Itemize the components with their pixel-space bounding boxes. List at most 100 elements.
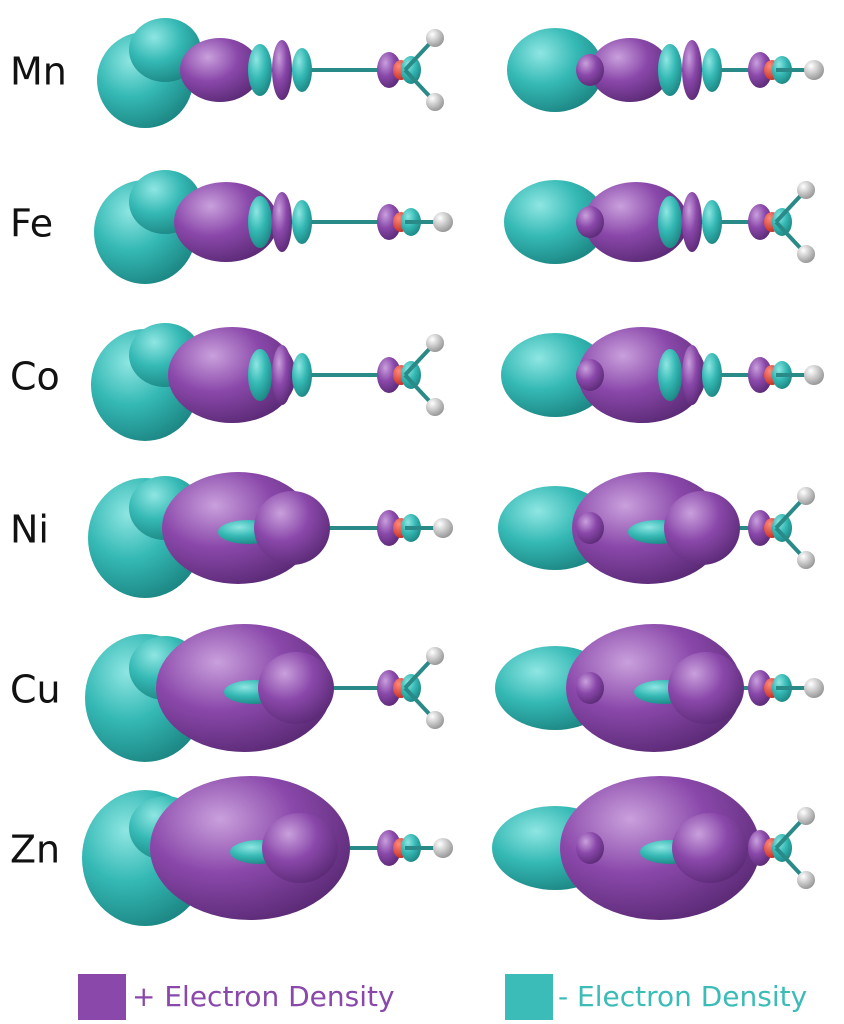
pos-lobe	[584, 182, 688, 262]
bond	[403, 68, 435, 102]
pos-lobe	[672, 813, 748, 883]
neg-lobe	[248, 44, 272, 96]
atom-h	[426, 398, 444, 416]
pos-lobe	[272, 192, 292, 252]
pos-lobe	[377, 357, 401, 393]
bond	[403, 38, 435, 72]
molecule	[88, 472, 453, 598]
atom-h	[797, 871, 815, 889]
pos-lobe	[576, 206, 604, 238]
molecule	[97, 18, 444, 128]
neg-lobe	[507, 28, 603, 112]
row-label: Ni	[10, 508, 49, 552]
molecule	[495, 624, 824, 752]
row-label: Zn	[10, 828, 60, 872]
pos-lobe	[174, 182, 278, 262]
molecule	[507, 28, 824, 112]
pos-lobe	[748, 357, 772, 393]
neg-lobe	[772, 834, 792, 862]
bond	[403, 343, 435, 377]
atom-h	[426, 29, 444, 47]
pos-lobe	[377, 204, 401, 240]
molecule	[504, 180, 815, 264]
atom-h	[426, 647, 444, 665]
bond	[774, 190, 806, 224]
pos-lobe	[272, 345, 292, 405]
pos-lobe	[748, 830, 772, 866]
pos-lobe	[664, 491, 740, 565]
neg-lobe	[772, 208, 792, 236]
row-label: Co	[10, 355, 60, 399]
atom-h	[797, 245, 815, 263]
neg-lobe	[658, 44, 682, 96]
pos-lobe	[576, 54, 604, 86]
molecule	[85, 624, 444, 762]
pos-lobe	[272, 40, 292, 100]
neg-lobe	[401, 56, 421, 84]
molecule	[492, 776, 815, 920]
pos-lobe	[682, 345, 702, 405]
bond	[774, 846, 806, 880]
pos-lobe	[748, 204, 772, 240]
atom-h	[804, 60, 824, 80]
pos-lobe	[377, 52, 401, 88]
atom-h	[426, 334, 444, 352]
neg-lobe	[248, 349, 272, 401]
bond	[403, 373, 435, 407]
pos-lobe	[748, 670, 772, 706]
pos-lobe	[682, 192, 702, 252]
atom-h	[433, 518, 453, 538]
legend-swatch	[78, 974, 126, 1020]
molecule	[501, 327, 824, 423]
atom-h	[433, 212, 453, 232]
neg-lobe	[658, 349, 682, 401]
pos-lobe	[576, 832, 604, 864]
bond	[774, 526, 806, 560]
atom-h	[797, 181, 815, 199]
pos-lobe	[682, 40, 702, 100]
neg-lobe	[401, 361, 421, 389]
neg-lobe	[702, 200, 722, 244]
neg-lobe	[702, 48, 722, 92]
molecule	[94, 170, 453, 284]
row-label: Mn	[10, 50, 67, 94]
legend-label: + Electron Density	[132, 980, 395, 1013]
pos-lobe	[254, 491, 330, 565]
pos-lobe	[258, 652, 334, 724]
atom-h	[804, 678, 824, 698]
neg-lobe	[401, 674, 421, 702]
pos-lobe	[262, 813, 338, 883]
atom-h	[797, 551, 815, 569]
neg-lobe	[702, 353, 722, 397]
molecule	[498, 472, 815, 584]
molecule	[82, 776, 453, 926]
atom-h	[797, 807, 815, 825]
bond	[403, 686, 435, 720]
neg-lobe	[504, 180, 606, 264]
neg-lobe	[772, 514, 792, 542]
neg-lobe	[658, 196, 682, 248]
pos-lobe	[180, 38, 260, 102]
bond	[774, 816, 806, 850]
pos-lobe	[576, 359, 604, 391]
pos-lobe	[748, 52, 772, 88]
row-label: Cu	[10, 668, 61, 712]
neg-lobe	[292, 353, 312, 397]
pos-lobe	[576, 672, 604, 704]
bond	[403, 656, 435, 690]
legend-label: - Electron Density	[558, 980, 807, 1013]
neg-lobe	[248, 196, 272, 248]
pos-lobe	[377, 510, 401, 546]
bond	[774, 220, 806, 254]
legend: + Electron Density - Electron Density	[78, 974, 807, 1020]
legend-swatch	[505, 974, 553, 1020]
neg-lobe	[501, 333, 609, 417]
atom-h	[426, 711, 444, 729]
atom-h	[804, 365, 824, 385]
pos-lobe	[377, 670, 401, 706]
atom-h	[426, 93, 444, 111]
atom-h	[797, 487, 815, 505]
pos-lobe	[590, 38, 670, 102]
molecule	[91, 323, 444, 441]
